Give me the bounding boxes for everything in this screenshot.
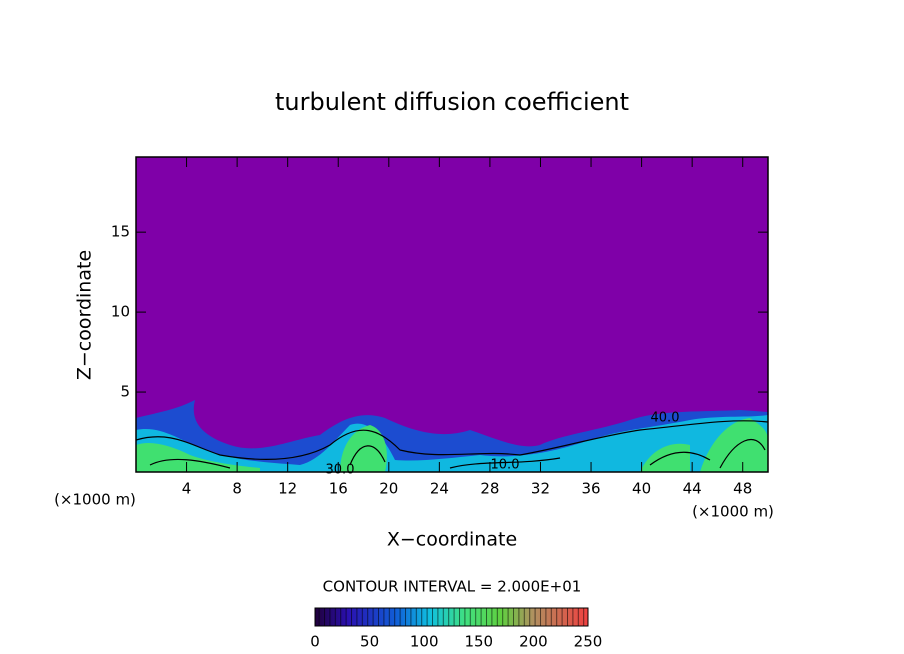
colorbar-tick-label: 50 xyxy=(360,633,379,651)
x-tick-label: 48 xyxy=(733,480,752,498)
x-tick-label: 16 xyxy=(329,480,348,498)
x-unit-label: (×1000 m) xyxy=(692,503,774,521)
contour-region xyxy=(136,418,768,472)
contour-label: 30.0 xyxy=(326,463,355,478)
x-tick-label: 36 xyxy=(581,480,600,498)
chart-title: turbulent diffusion coefficient xyxy=(275,88,629,116)
x-axis-title: X−coordinate xyxy=(387,529,517,551)
contour-line xyxy=(149,438,766,469)
colorbar-tick-label: 0 xyxy=(310,633,320,651)
x-tick-label: 24 xyxy=(430,480,449,498)
colorbar-tick-label: 150 xyxy=(464,633,493,651)
x-tick-label: 44 xyxy=(683,480,702,498)
x-tick-label: 28 xyxy=(480,480,499,498)
contour-line xyxy=(136,420,768,460)
plot-frame xyxy=(135,156,769,473)
x-tick-label: 8 xyxy=(232,480,242,498)
contour-field xyxy=(136,157,768,472)
contour-region xyxy=(136,415,768,472)
contour-interval: CONTOUR INTERVAL = 2.000E+01 xyxy=(323,578,582,596)
y-axis-title: Z−coordinate xyxy=(74,250,96,380)
colorbar-tick-label: 100 xyxy=(410,633,439,651)
x-tick-label: 4 xyxy=(182,480,192,498)
colorbar-tick-label: 200 xyxy=(519,633,548,651)
contour-label: 10.0 xyxy=(491,458,520,473)
y-tick-label: 15 xyxy=(111,223,130,241)
colorbar-frame xyxy=(314,607,589,627)
y-tick-label: 10 xyxy=(111,303,130,321)
colorbar-tick-label: 250 xyxy=(574,633,603,651)
contour-label: 40.0 xyxy=(651,411,680,426)
x-unit-label: (×1000 m) xyxy=(54,491,136,509)
x-tick-label: 12 xyxy=(278,480,297,498)
x-tick-label: 32 xyxy=(531,480,550,498)
y-tick-label: 5 xyxy=(120,383,130,401)
x-tick-label: 20 xyxy=(379,480,398,498)
x-tick-label: 40 xyxy=(632,480,651,498)
